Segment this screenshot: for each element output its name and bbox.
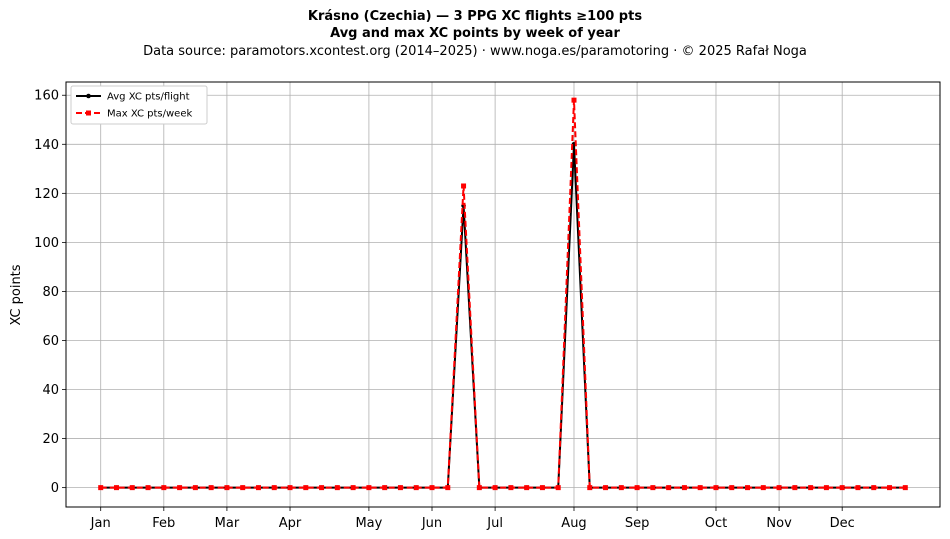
x-tick-label: Jun [421,516,442,531]
x-tick-label: Jan [90,516,111,531]
series-point-1 [303,485,309,491]
series-point-1 [366,485,372,491]
series-point-1 [145,485,151,491]
series-point-1 [776,485,782,491]
x-tick-label: May [355,516,382,531]
series-point-1 [445,485,451,491]
series-point-1 [887,485,893,491]
x-tick-label: Dec [830,516,855,531]
series-point-1 [587,485,593,491]
legend-avg-label: Avg XC pts/flight [107,92,190,103]
series-point-1 [98,485,104,491]
y-tick-label: 0 [51,481,59,496]
legend-max-marker [86,110,91,116]
series-line-0 [100,143,906,489]
series-point-1 [792,485,798,491]
x-tick-label: Nov [766,516,792,531]
series-point-1 [681,485,687,491]
series-point-1 [571,97,577,103]
x-tick-label: Aug [561,516,586,531]
series-group [98,97,908,491]
series-point-1 [461,183,467,189]
series-point-1 [319,485,325,491]
series-point-1 [192,485,198,491]
series-point-1 [839,485,845,491]
series-point-1 [382,485,388,491]
series-point-1 [287,485,293,491]
series-point-1 [729,485,735,491]
series-point-1 [492,485,498,491]
series-point-1 [871,485,877,491]
x-tick-label: Feb [152,516,175,531]
x-tick-label: Jul [486,516,503,531]
y-tick-label: 160 [34,89,59,104]
series-point-1 [666,485,672,491]
series-point-1 [902,485,908,491]
series-point-1 [129,485,135,491]
x-tick-label: Mar [215,516,240,531]
y-axis-label: XC points [9,264,24,325]
series-point-1 [855,485,861,491]
legend-box [70,85,208,125]
series-point-1 [508,485,514,491]
series-point-1 [397,485,403,491]
series-point-1 [697,485,703,491]
y-axis: 0 20 40 60 80 100 120 140 160 [34,89,66,496]
series-point-1 [161,485,167,491]
x-tick-label: Apr [279,516,302,531]
series-point-1 [760,485,766,491]
series-point-1 [603,485,609,491]
series-point-1 [823,485,829,491]
legend: Avg XC pts/flight Max XC pts/week [70,85,208,125]
y-tick-label: 20 [42,432,59,447]
chart-source-note: Data source: paramotors.xcontest.org (20… [143,44,807,59]
series-point-1 [334,485,340,491]
series-point-1 [476,485,482,491]
y-tick-label: 140 [34,138,59,153]
y-tick-label: 40 [42,383,59,398]
series-point-1 [634,485,640,491]
series-point-1 [745,485,751,491]
y-tick-label: 120 [34,187,59,202]
chart-subtitle: Avg and max XC points by week of year [330,26,620,41]
series-point-1 [429,485,435,491]
y-tick-label: 100 [34,236,59,251]
grid-lines [66,82,940,507]
legend-avg-marker [86,93,91,99]
series-point-1 [808,485,814,491]
series-point-1 [255,485,261,491]
series-point-1 [618,485,624,491]
series-point-1 [177,485,183,491]
x-tick-label: Oct [705,516,727,531]
chart-title-block: Krásno (Czechia) — 3 PPG XC flights ≥100… [0,8,950,61]
x-tick-label: Sep [625,516,650,531]
series-point-1 [524,485,530,491]
series-point-1 [555,485,561,491]
series-point-1 [713,485,719,491]
x-axis: Jan Feb Mar Apr May Jun Jul Aug Sep Oct Nov Dec [90,507,855,531]
chart-title: Krásno (Czechia) — 3 PPG XC flights ≥100… [307,9,643,24]
series-point-1 [539,485,545,491]
series-point-1 [350,485,356,491]
legend-max-label: Max XC pts/week [107,109,192,120]
series-line-1 [100,99,906,489]
series-point-1 [413,485,419,491]
series-point-1 [113,485,119,491]
series-point-1 [208,485,214,491]
series-point-1 [271,485,277,491]
y-tick-label: 60 [42,334,59,349]
plot-frame [65,81,941,508]
series-point-1 [650,485,656,491]
y-tick-label: 80 [42,285,59,300]
series-point-1 [224,485,230,491]
series-point-1 [240,485,246,491]
